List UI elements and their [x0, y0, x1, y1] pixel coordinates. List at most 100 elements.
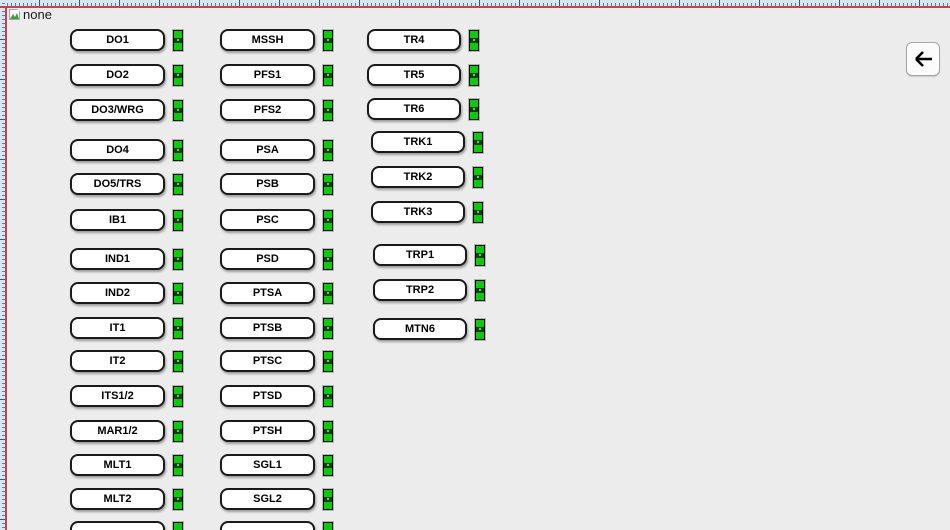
- toggle-switch-do3-wrg[interactable]: [173, 99, 183, 121]
- toggle-switch-do5-trs[interactable]: [173, 173, 183, 195]
- toggle-switch-mtn6[interactable]: [475, 318, 485, 340]
- switch-row: DO2: [70, 64, 183, 86]
- button-ptsb[interactable]: PTSB: [220, 317, 315, 339]
- switch-row: PSC: [220, 209, 333, 231]
- button-partial[interactable]: [220, 521, 315, 530]
- button-ind1[interactable]: IND1: [70, 248, 165, 270]
- button-trp2[interactable]: TRP2: [373, 279, 467, 301]
- toggle-switch-psb[interactable]: [323, 173, 333, 195]
- button-mlt1[interactable]: MLT1: [70, 454, 165, 476]
- button-ib1[interactable]: IB1: [70, 209, 165, 231]
- switch-handle: [324, 428, 332, 434]
- toggle-switch-ptsd[interactable]: [323, 385, 333, 407]
- button-it1[interactable]: IT1: [70, 317, 165, 339]
- button-ptsh[interactable]: PTSH: [220, 420, 315, 442]
- switch-row: TRK3: [371, 201, 483, 223]
- toggle-switch-psc[interactable]: [323, 209, 333, 231]
- button-ptsa[interactable]: PTSA: [220, 282, 315, 304]
- toggle-switch-psa[interactable]: [323, 139, 333, 161]
- switch-row: MAR1/2: [70, 420, 183, 442]
- toggle-switch-do2[interactable]: [173, 64, 183, 86]
- button-ptsd[interactable]: PTSD: [220, 385, 315, 407]
- toggle-switch-trk1[interactable]: [473, 131, 483, 153]
- toggle-switch-sgl1[interactable]: [323, 454, 333, 476]
- toggle-switch-trk2[interactable]: [473, 166, 483, 188]
- button-mlt2[interactable]: MLT2: [70, 488, 165, 510]
- button-tr6[interactable]: TR6: [367, 98, 461, 120]
- button-its1-2[interactable]: ITS1/2: [70, 385, 165, 407]
- toggle-switch-mlt2[interactable]: [173, 488, 183, 510]
- toggle-switch-tr4[interactable]: [469, 29, 479, 51]
- button-sgl1[interactable]: SGL1: [220, 454, 315, 476]
- toggle-switch-it2[interactable]: [173, 350, 183, 372]
- toggle-switch-partial[interactable]: [173, 521, 183, 530]
- switch-handle: [174, 107, 182, 113]
- toggle-switch-it1[interactable]: [173, 317, 183, 339]
- toggle-switch-ptsb[interactable]: [323, 317, 333, 339]
- toggle-switch-ib1[interactable]: [173, 209, 183, 231]
- switch-row: DO4: [70, 139, 183, 161]
- toggle-switch-ind2[interactable]: [173, 282, 183, 304]
- toggle-switch-mssh[interactable]: [323, 29, 333, 51]
- switch-row: IND2: [70, 282, 183, 304]
- toggle-switch-ptsh[interactable]: [323, 420, 333, 442]
- toggle-switch-ind1[interactable]: [173, 248, 183, 270]
- button-sgl2[interactable]: SGL2: [220, 488, 315, 510]
- button-psc[interactable]: PSC: [220, 209, 315, 231]
- button-psb[interactable]: PSB: [220, 173, 315, 195]
- toggle-switch-trp1[interactable]: [475, 244, 485, 266]
- switch-handle: [470, 106, 478, 112]
- button-tr4[interactable]: TR4: [367, 29, 461, 51]
- switch-handle: [324, 72, 332, 78]
- toggle-switch-do4[interactable]: [173, 139, 183, 161]
- toggle-switch-sgl2[interactable]: [323, 488, 333, 510]
- toggle-switch-ptsc[interactable]: [323, 350, 333, 372]
- button-do3-wrg[interactable]: DO3/WRG: [70, 99, 165, 121]
- toggle-switch-mlt1[interactable]: [173, 454, 183, 476]
- button-trk2[interactable]: TRK2: [371, 166, 465, 188]
- button-psa[interactable]: PSA: [220, 139, 315, 161]
- button-mtn6[interactable]: MTN6: [373, 318, 467, 340]
- button-trk1[interactable]: TRK1: [371, 131, 465, 153]
- button-it2[interactable]: IT2: [70, 350, 165, 372]
- toggle-switch-partial[interactable]: [323, 521, 333, 530]
- toggle-switch-psd[interactable]: [323, 248, 333, 270]
- switch-handle: [324, 217, 332, 223]
- toggle-switch-pfs1[interactable]: [323, 64, 333, 86]
- button-do5-trs[interactable]: DO5/TRS: [70, 173, 165, 195]
- switch-row: [220, 521, 333, 530]
- panel-border-left: [5, 6, 7, 530]
- button-mar1-2[interactable]: MAR1/2: [70, 420, 165, 442]
- button-do4[interactable]: DO4: [70, 139, 165, 161]
- switch-handle: [324, 496, 332, 502]
- switch-row: DO5/TRS: [70, 173, 183, 195]
- button-trk3[interactable]: TRK3: [371, 201, 465, 223]
- toggle-switch-trp2[interactable]: [475, 279, 485, 301]
- toggle-switch-mar1-2[interactable]: [173, 420, 183, 442]
- toggle-switch-do1[interactable]: [173, 29, 183, 51]
- button-do2[interactable]: DO2: [70, 64, 165, 86]
- button-ptsc[interactable]: PTSC: [220, 350, 315, 372]
- switch-handle: [324, 181, 332, 187]
- switch-row: DO1: [70, 29, 183, 51]
- toggle-switch-its1-2[interactable]: [173, 385, 183, 407]
- switch-row: MLT1: [70, 454, 183, 476]
- button-psd[interactable]: PSD: [220, 248, 315, 270]
- toggle-switch-pfs2[interactable]: [323, 99, 333, 121]
- button-pfs2[interactable]: PFS2: [220, 99, 315, 121]
- button-pfs1[interactable]: PFS1: [220, 64, 315, 86]
- toggle-switch-trk3[interactable]: [473, 201, 483, 223]
- toggle-switch-tr5[interactable]: [469, 64, 479, 86]
- button-partial[interactable]: [70, 521, 165, 530]
- back-button[interactable]: [906, 42, 940, 76]
- button-ind2[interactable]: IND2: [70, 282, 165, 304]
- switch-handle: [476, 287, 484, 293]
- button-do1[interactable]: DO1: [70, 29, 165, 51]
- button-tr5[interactable]: TR5: [367, 64, 461, 86]
- switch-row: IT2: [70, 350, 183, 372]
- button-mssh[interactable]: MSSH: [220, 29, 315, 51]
- switch-handle: [324, 290, 332, 296]
- toggle-switch-ptsa[interactable]: [323, 282, 333, 304]
- button-trp1[interactable]: TRP1: [373, 244, 467, 266]
- toggle-switch-tr6[interactable]: [469, 98, 479, 120]
